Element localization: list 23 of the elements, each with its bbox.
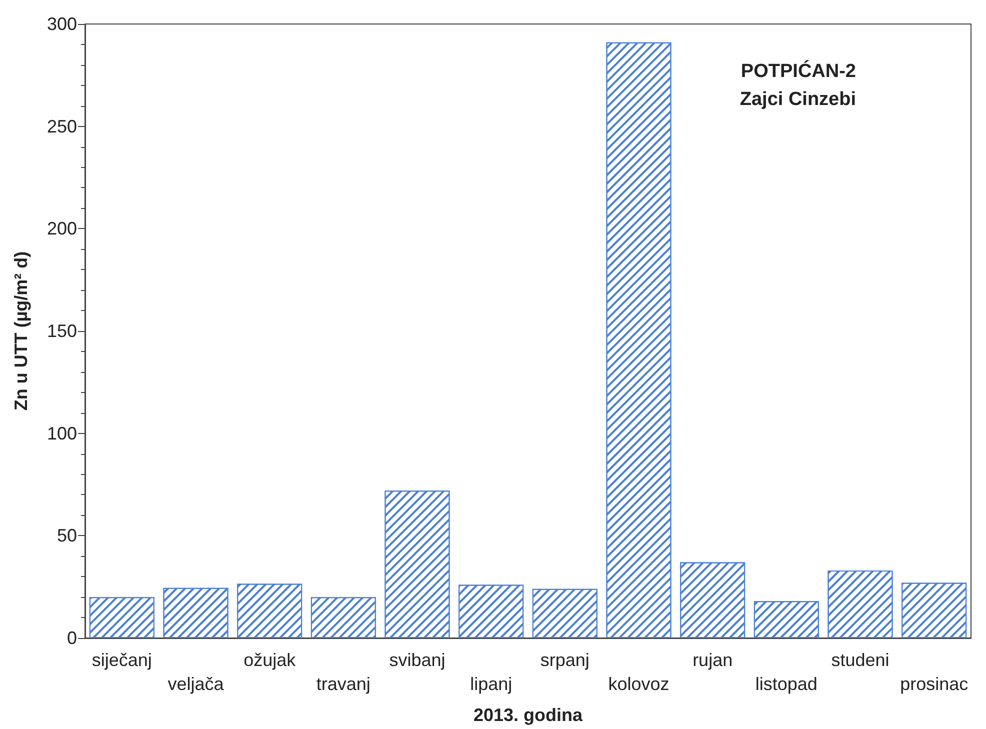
x-tick-label: travanj: [316, 674, 370, 694]
x-tick-label: kolovoz: [608, 674, 670, 694]
y-tick-label: 50: [56, 526, 77, 546]
x-tick-label: siječanj: [92, 650, 152, 670]
x-tick-label: studeni: [831, 650, 890, 670]
x-tick-label: srpanj: [540, 650, 590, 670]
y-tick-label: 250: [46, 116, 77, 136]
x-tick-label: veljača: [168, 674, 225, 694]
x-tick-label: rujan: [692, 650, 733, 670]
x-tick-label: svibanj: [389, 650, 446, 670]
x-tick-label: prosinac: [900, 674, 968, 694]
y-tick-label: 300: [46, 14, 77, 34]
annotation: POTPIĆAN-2: [740, 60, 856, 82]
annotation: Zajci Cinzebi: [740, 89, 856, 110]
y-axis-title: Zn u UTT (µg/m² d): [11, 251, 31, 411]
x-tick-label: lipanj: [470, 674, 512, 694]
x-axis-title: 2013. godina: [473, 705, 584, 725]
x-tick-label: ožujak: [244, 650, 297, 670]
y-tick-label: 200: [46, 218, 77, 239]
y-tick-label: 150: [46, 321, 77, 341]
y-tick-label: 100: [46, 423, 77, 444]
x-tick-label: listopad: [755, 674, 818, 694]
y-tick-label: 0: [66, 628, 77, 648]
